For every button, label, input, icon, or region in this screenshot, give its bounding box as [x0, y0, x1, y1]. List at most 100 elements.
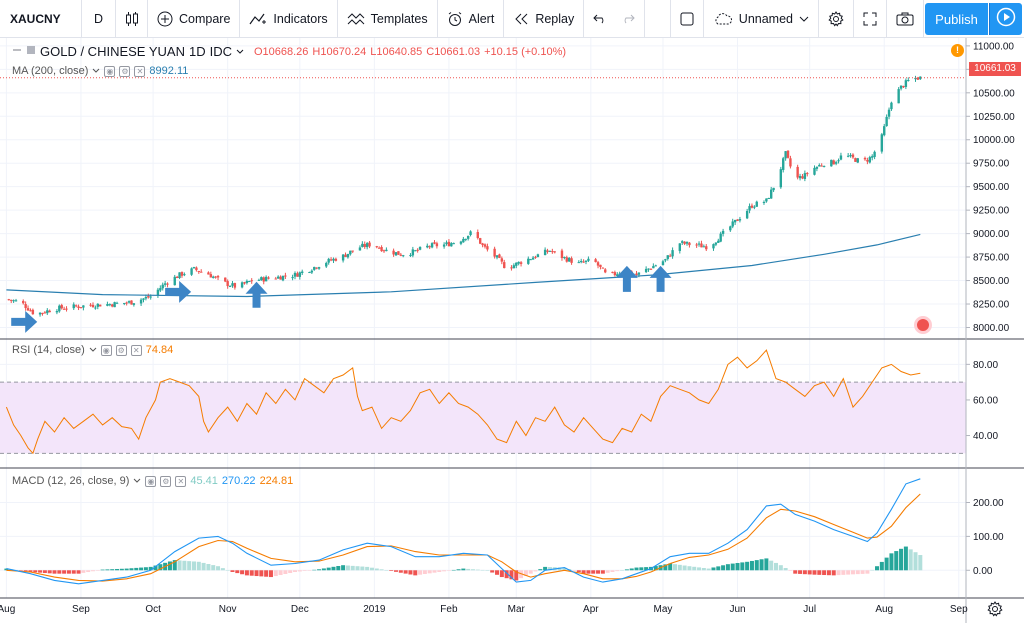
grid — [0, 38, 966, 598]
macd-histogram-bar — [894, 551, 899, 571]
candle-body — [601, 267, 605, 269]
settings-icon[interactable]: ⚙ — [115, 344, 127, 356]
candle-body — [31, 309, 35, 315]
macd-histogram-bar — [418, 570, 423, 575]
undo-icon[interactable] — [593, 14, 607, 24]
symbol-search-button[interactable]: XAUCNY — [0, 0, 82, 38]
macd-histogram-bar — [240, 570, 245, 575]
chevron-down-icon[interactable] — [133, 475, 141, 487]
candle-body — [789, 158, 792, 167]
macd-histogram-bar — [196, 561, 201, 571]
publish-label: Publish — [935, 11, 978, 27]
macd-histogram-bar — [408, 570, 413, 575]
ma-line — [6, 233, 921, 298]
candle-body — [616, 274, 619, 277]
x-tick-label: Feb — [440, 604, 458, 615]
macd-histogram-bar — [509, 570, 514, 580]
chevron-down-icon[interactable] — [92, 65, 100, 77]
y-tick-label: 8250.00 — [973, 300, 1010, 311]
macd-histogram-bar — [754, 560, 759, 571]
close-icon[interactable]: ✕ — [134, 65, 146, 77]
macd-histogram-bar — [33, 570, 38, 573]
candle-body — [308, 272, 311, 274]
y-tick-label: 8750.00 — [973, 253, 1010, 264]
candle-body — [851, 154, 855, 158]
collapse-icon[interactable] — [12, 45, 22, 58]
macd-histogram-bar — [235, 570, 240, 574]
alert-button[interactable]: Alert — [438, 0, 505, 38]
eye-icon[interactable]: ◉ — [100, 344, 112, 356]
interval-button[interactable]: D — [82, 0, 116, 38]
macd-histogram-bar — [283, 570, 288, 575]
macd-histogram-bar — [62, 570, 67, 574]
candle-body — [262, 277, 265, 282]
macd-histogram-bar — [374, 568, 379, 571]
candle-body — [546, 250, 549, 252]
macd-histogram-bar — [903, 546, 908, 571]
chevron-down-icon[interactable] — [89, 344, 97, 356]
fullscreen-button[interactable] — [854, 0, 887, 38]
rsi-band — [0, 382, 966, 454]
eye-icon[interactable]: ◉ — [104, 65, 116, 77]
snapshot-button[interactable] — [887, 0, 924, 38]
compare-button[interactable]: Compare — [148, 0, 241, 38]
publish-button[interactable]: Publish — [925, 3, 988, 35]
candle-body — [700, 243, 703, 248]
candle-body — [195, 267, 198, 271]
layout-name-button[interactable]: Unnamed — [704, 0, 819, 38]
info-icon[interactable]: ! — [951, 44, 964, 57]
eye-icon[interactable]: ◉ — [145, 475, 157, 487]
rewind-icon — [513, 13, 529, 25]
candle-body — [200, 271, 203, 273]
bar-style-button[interactable] — [116, 0, 148, 38]
candle-body — [755, 201, 758, 207]
candle-body — [584, 260, 588, 262]
candle-body — [296, 273, 299, 277]
macd-histogram-bar — [615, 570, 620, 572]
alert-label: Alert — [468, 11, 495, 26]
candle-body — [190, 268, 193, 275]
candle-body — [197, 271, 201, 273]
replay-button[interactable]: Replay — [504, 0, 585, 38]
chart-canvas[interactable]: Aug Sep Oct Nov Dec 2019 Feb Mar Apr May Jun Jul Aug… — [0, 38, 1024, 623]
publish-menu-button[interactable] — [989, 3, 1022, 35]
candle-body — [652, 266, 655, 269]
candle-body — [243, 282, 246, 284]
candle-body — [719, 233, 722, 242]
candle-body — [329, 259, 333, 261]
macd-histogram-bar — [4, 568, 9, 571]
candle-body — [769, 189, 773, 199]
close-icon[interactable]: ✕ — [130, 344, 142, 356]
candle-body — [149, 296, 152, 298]
settings-icon[interactable]: ⚙ — [160, 475, 172, 487]
candle-body — [871, 156, 874, 158]
settings-button[interactable] — [819, 0, 854, 38]
macd-histogram-bar — [95, 570, 100, 571]
candles-icon — [125, 11, 139, 27]
macd-histogram-bar — [865, 570, 870, 574]
candle-body — [65, 308, 68, 310]
macd-line — [6, 478, 921, 585]
redo-icon[interactable] — [621, 14, 635, 24]
close-icon[interactable]: ✕ — [175, 475, 187, 487]
indicators-button[interactable]: Indicators — [240, 0, 338, 38]
candle-body — [435, 243, 439, 247]
templates-button[interactable]: Templates — [338, 0, 438, 38]
candle-body — [132, 303, 136, 305]
candle-body — [382, 250, 386, 252]
macd-histogram-bar — [663, 564, 668, 571]
chevron-down-icon[interactable] — [236, 46, 244, 58]
macd-histogram-bar — [557, 567, 562, 571]
alarm-clock-icon — [447, 11, 463, 27]
event-marker-icon[interactable] — [914, 316, 932, 334]
settings-icon[interactable]: ⚙ — [119, 65, 131, 77]
layout-toggle-button[interactable] — [669, 0, 704, 38]
legend-open: O10668.26 — [253, 45, 309, 58]
gear-icon[interactable] — [987, 601, 1003, 622]
candle-body — [409, 255, 412, 257]
templates-label: Templates — [370, 11, 428, 26]
candle-body — [515, 262, 518, 266]
candle-body — [678, 243, 682, 251]
symbol-badge-icon — [26, 45, 36, 58]
macd-histogram-bar — [672, 564, 677, 571]
